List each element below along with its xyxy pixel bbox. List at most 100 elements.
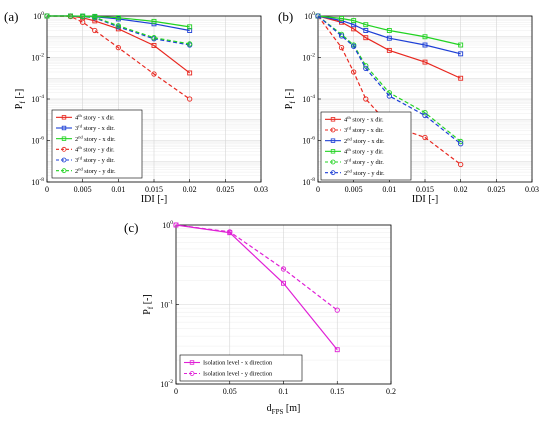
y-tick-label: 100 xyxy=(162,220,173,230)
x-tick-label: 0.015 xyxy=(145,185,163,194)
data-point xyxy=(363,28,369,33)
y-tick-label: 10-6 xyxy=(302,136,315,146)
data-point xyxy=(351,69,357,75)
y-tick-label: 10-2 xyxy=(302,53,315,63)
series-line xyxy=(175,224,338,311)
y-tick-label: 10-2 xyxy=(160,379,173,389)
legend-entry: 3rd story - y dir. xyxy=(75,156,115,165)
data-point xyxy=(363,35,369,41)
data-point xyxy=(422,34,428,40)
chart-panel-2: 0 0.05 0.1 0.15 0.2 10-2 10-1 100 (c) dFPS [m] Pf … xyxy=(124,220,396,416)
legend: 4th story - x dir.3rd story - x dir.2nd … xyxy=(320,111,412,181)
legend-entry: Isolation level - y direction xyxy=(203,371,273,378)
data-point xyxy=(187,96,193,102)
data-point xyxy=(151,71,157,77)
legend-entry: 2nd story - y dir. xyxy=(75,166,116,175)
series-line xyxy=(47,15,190,28)
legend: Isolation level - x direction Isolation l… xyxy=(179,354,303,382)
data-point xyxy=(338,44,345,51)
legend-marker xyxy=(330,170,336,176)
legend-marker xyxy=(61,146,67,152)
series-line xyxy=(46,15,191,100)
series-line xyxy=(47,15,190,45)
data-point xyxy=(458,51,464,57)
data-point xyxy=(458,42,464,48)
x-axis-label: IDI [-] xyxy=(412,194,438,205)
data-point xyxy=(334,347,340,353)
legend-box xyxy=(320,111,412,181)
y-tick-label: 100 xyxy=(304,11,315,21)
x-tick-label: 0.15 xyxy=(330,387,344,396)
x-tick-label: 0.005 xyxy=(74,185,92,194)
x-tick-label: 0.01 xyxy=(382,185,396,194)
data-point xyxy=(151,43,157,48)
y-tick-label: 10-1 xyxy=(160,300,173,310)
legend-marker xyxy=(61,157,67,163)
y-tick-label: 10-4 xyxy=(31,94,44,104)
x-tick-label: 0.015 xyxy=(416,185,434,194)
panel-label: (c) xyxy=(124,220,138,235)
y-tick-label: 10-2 xyxy=(31,53,44,63)
data-point xyxy=(458,75,464,81)
legend-box xyxy=(179,354,303,382)
data-point xyxy=(280,266,287,272)
data-point xyxy=(281,280,286,286)
data-point xyxy=(351,18,357,24)
x-tick-label: 0.05 xyxy=(223,387,237,396)
x-tick-label: 0.2 xyxy=(386,387,396,396)
y-tick-label: 10-8 xyxy=(31,177,44,187)
data-point xyxy=(187,24,193,30)
y-tick-label: 10-6 xyxy=(31,136,44,146)
series-line xyxy=(317,15,462,142)
x-axis-label: IDI [-] xyxy=(141,194,167,205)
legend-marker xyxy=(189,371,195,376)
data-point xyxy=(151,35,157,41)
x-tick-label: 0.025 xyxy=(487,185,505,194)
legend-marker xyxy=(61,115,67,120)
legend-entry: 4th story - x dir. xyxy=(75,113,115,122)
data-point xyxy=(115,23,121,29)
data-point xyxy=(422,134,428,141)
data-point xyxy=(363,96,369,102)
y-axis-label: Pf [-] xyxy=(284,89,297,109)
x-axis-label: dFPS [m] xyxy=(267,403,301,416)
legend-entry: 2nd story - x dir. xyxy=(75,134,116,143)
x-tick-label: 0 xyxy=(316,185,320,194)
x-tick-label: 0.005 xyxy=(345,185,363,194)
legend-marker xyxy=(61,125,67,131)
legend-marker xyxy=(330,138,336,143)
data-point xyxy=(80,13,86,20)
panel-label: (b) xyxy=(278,9,293,24)
x-tick-label: 0.01 xyxy=(111,185,125,194)
data-point xyxy=(363,22,369,28)
data-point xyxy=(92,14,98,21)
data-point xyxy=(67,13,74,19)
legend: 4th story - x dir.3rd story - x dir.2nd … xyxy=(51,109,143,179)
chart-panel-1: 0 0.005 0.01 0.015 0.02 0.025 0.03 10-8 10-6 10-4… xyxy=(278,9,539,205)
data-point xyxy=(44,13,50,19)
data-point xyxy=(386,47,392,53)
x-tick-label: 0 xyxy=(174,387,178,396)
panel-label: (a) xyxy=(4,9,18,24)
data-point xyxy=(422,112,428,119)
data-point xyxy=(422,59,428,65)
data-point xyxy=(115,15,121,21)
data-point xyxy=(115,44,121,51)
data-point xyxy=(339,16,344,21)
legend-entry: 4th story - x dir. xyxy=(344,115,384,124)
legend-entry: 2nd story - y dir. xyxy=(344,168,385,177)
legend-marker xyxy=(61,136,67,141)
data-point xyxy=(422,109,428,116)
legend-entry: Isolation level - x direction xyxy=(203,360,273,367)
data-point xyxy=(227,229,233,235)
legend-marker xyxy=(330,117,336,122)
x-tick-label: 0.03 xyxy=(525,185,539,194)
data-point xyxy=(92,27,98,34)
y-tick-label: 100 xyxy=(33,11,44,21)
y-tick-label: 10-8 xyxy=(302,177,315,187)
x-tick-label: 0.03 xyxy=(254,185,268,194)
data-point xyxy=(173,222,179,228)
y-axis-label: Pf [-] xyxy=(142,294,155,314)
data-point xyxy=(386,28,392,33)
legend-marker xyxy=(189,360,195,365)
